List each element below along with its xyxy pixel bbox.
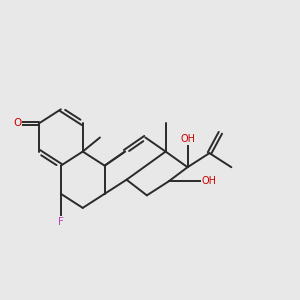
Text: O: O (13, 118, 21, 128)
Text: OH: OH (180, 134, 195, 144)
Text: OH: OH (202, 176, 217, 186)
Text: F: F (58, 217, 64, 227)
